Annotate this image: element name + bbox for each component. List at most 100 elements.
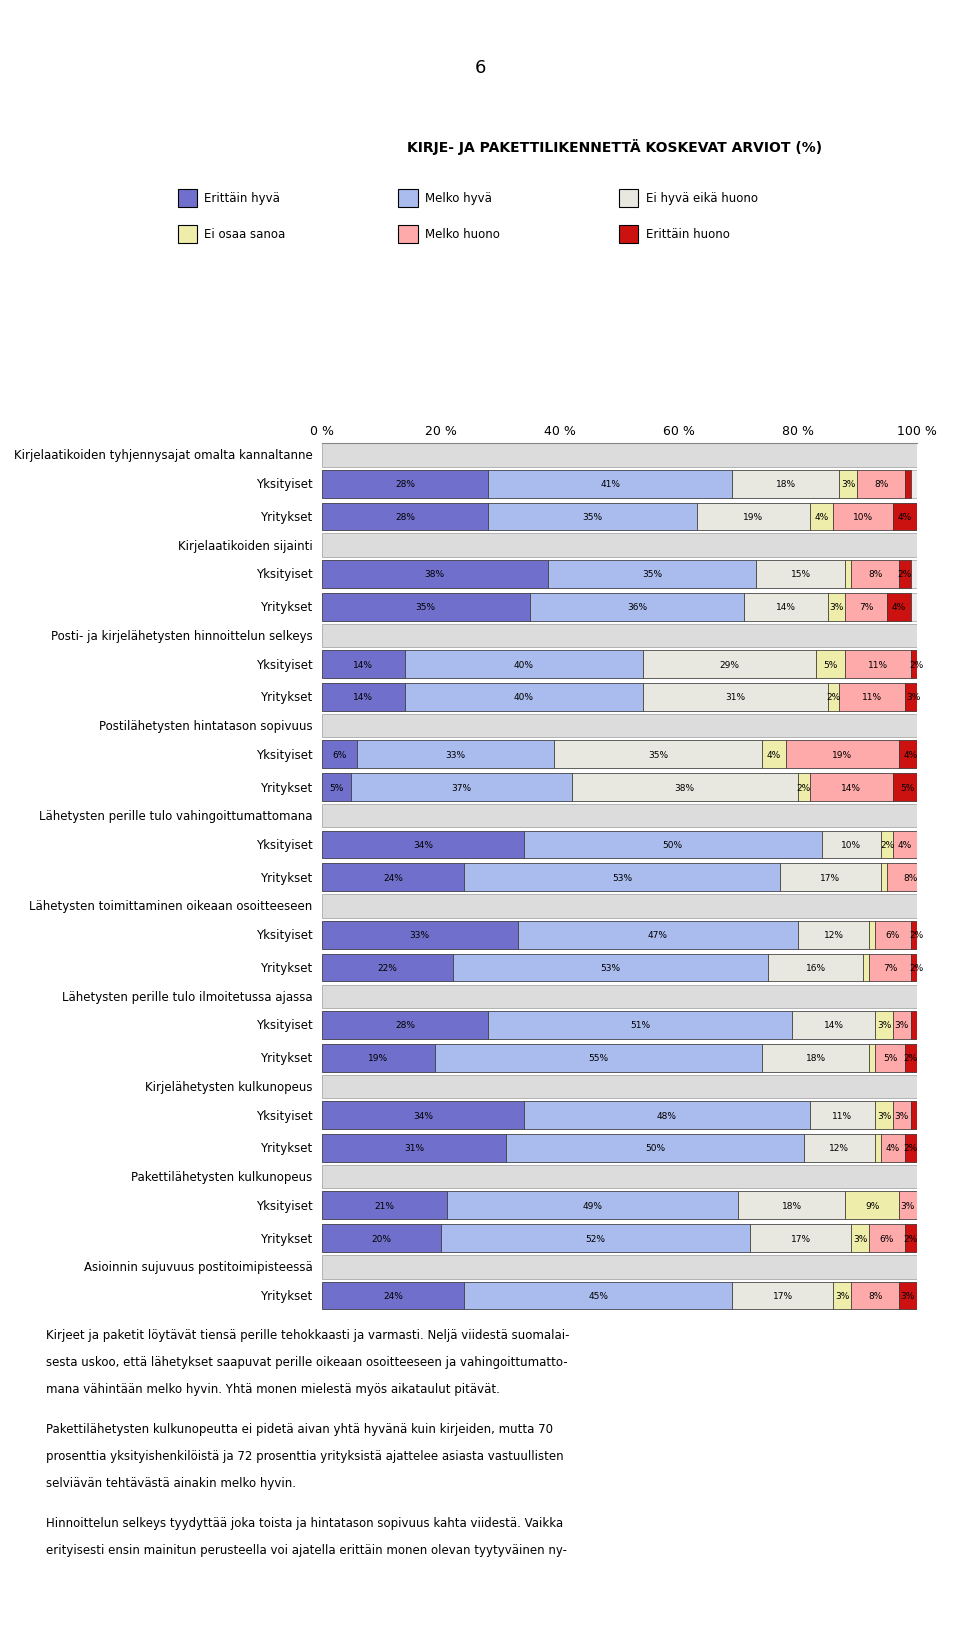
Bar xyxy=(905,683,923,711)
Text: selviävän tehtävästä ainakin melko hyvin.: selviävän tehtävästä ainakin melko hyvin… xyxy=(46,1477,296,1488)
Bar xyxy=(869,1045,876,1073)
Bar xyxy=(869,921,876,949)
Text: 31%: 31% xyxy=(725,693,745,703)
Bar xyxy=(322,1192,446,1219)
Text: 3%: 3% xyxy=(895,1112,909,1120)
Bar xyxy=(828,593,846,621)
Bar xyxy=(911,650,923,678)
Text: Yksityiset: Yksityiset xyxy=(256,1108,313,1121)
Bar xyxy=(732,1281,833,1309)
Bar xyxy=(917,831,923,859)
Text: 19%: 19% xyxy=(743,512,763,522)
Bar xyxy=(465,1281,732,1309)
Text: 22%: 22% xyxy=(377,963,397,973)
Text: Melko huono: Melko huono xyxy=(425,228,500,241)
Bar xyxy=(809,504,833,531)
Text: 15%: 15% xyxy=(791,570,811,579)
Text: 3%: 3% xyxy=(853,1234,868,1244)
Bar xyxy=(833,1281,852,1309)
Bar xyxy=(643,650,816,678)
Bar xyxy=(322,864,465,892)
Bar xyxy=(899,742,923,769)
Bar xyxy=(905,1134,917,1162)
Bar xyxy=(899,1192,917,1219)
Text: 47%: 47% xyxy=(648,931,668,939)
Bar xyxy=(322,561,548,588)
Text: 2%: 2% xyxy=(903,1144,918,1152)
Text: 6%: 6% xyxy=(332,750,347,760)
Text: 28%: 28% xyxy=(395,479,415,489)
Bar xyxy=(405,683,643,711)
Bar xyxy=(852,561,899,588)
Bar xyxy=(881,864,887,892)
Bar xyxy=(322,650,405,678)
Text: sesta uskoo, että lähetykset saapuvat perille oikeaan osoitteeseen ja vahingoitt: sesta uskoo, että lähetykset saapuvat pe… xyxy=(46,1356,567,1368)
Bar xyxy=(869,954,911,981)
Bar xyxy=(322,1165,917,1188)
Bar xyxy=(905,1224,917,1252)
Bar xyxy=(506,1134,804,1162)
Text: 2%: 2% xyxy=(797,782,811,792)
Bar xyxy=(863,954,869,981)
Text: 2%: 2% xyxy=(910,660,924,670)
Text: 8%: 8% xyxy=(868,570,882,579)
Bar xyxy=(887,864,935,892)
Text: 40%: 40% xyxy=(514,660,534,670)
Text: 34%: 34% xyxy=(413,1112,433,1120)
Text: 11%: 11% xyxy=(832,1112,852,1120)
Text: 34%: 34% xyxy=(413,841,433,849)
Bar xyxy=(465,864,780,892)
Bar xyxy=(852,1224,869,1252)
Bar xyxy=(756,561,846,588)
Bar xyxy=(876,921,911,949)
Bar xyxy=(571,774,798,802)
Text: Yksityiset: Yksityiset xyxy=(256,929,313,942)
Text: Kirjelähetysten kulkunopeus: Kirjelähetysten kulkunopeus xyxy=(145,1081,313,1094)
Text: 3%: 3% xyxy=(829,603,844,611)
Text: 37%: 37% xyxy=(451,782,471,792)
Bar xyxy=(846,593,887,621)
Text: Yritykset: Yritykset xyxy=(260,510,313,523)
Bar xyxy=(518,921,798,949)
Text: Yksityiset: Yksityiset xyxy=(256,567,313,580)
Bar xyxy=(322,593,917,621)
Bar xyxy=(322,714,917,738)
Text: Pakettilähetysten kulkunopeutta ei pidetä aivan yhtä hyvänä kuin kirjeiden, mutt: Pakettilähetysten kulkunopeutta ei pidet… xyxy=(46,1421,553,1434)
Text: 35%: 35% xyxy=(642,570,662,579)
Text: Kirjeet ja paketit löytävät tiensä perille tehokkaasti ja varmasti. Neljä viides: Kirjeet ja paketit löytävät tiensä peril… xyxy=(46,1328,569,1341)
Text: 3%: 3% xyxy=(841,479,855,489)
Bar xyxy=(489,1011,792,1040)
Bar xyxy=(852,1281,899,1309)
Bar xyxy=(322,1011,489,1040)
Text: Kirjelaatikoiden sijainti: Kirjelaatikoiden sijainti xyxy=(178,540,313,553)
Bar xyxy=(876,1045,905,1073)
Bar xyxy=(357,742,554,769)
Text: 2%: 2% xyxy=(903,1234,918,1244)
Text: 5%: 5% xyxy=(329,782,344,792)
Bar xyxy=(911,921,923,949)
Bar xyxy=(839,683,905,711)
Text: 2%: 2% xyxy=(880,841,894,849)
Text: 19%: 19% xyxy=(832,750,852,760)
Text: 3%: 3% xyxy=(835,1291,850,1301)
Bar xyxy=(857,471,905,499)
Text: 21%: 21% xyxy=(374,1201,395,1209)
Text: Ei hyvä eikä huono: Ei hyvä eikä huono xyxy=(646,192,758,205)
Bar xyxy=(899,1281,917,1309)
Bar xyxy=(322,1134,506,1162)
Text: 6: 6 xyxy=(474,59,486,77)
Bar xyxy=(322,1045,435,1073)
Text: 8%: 8% xyxy=(874,479,888,489)
Bar xyxy=(322,805,917,828)
Text: 19%: 19% xyxy=(368,1053,388,1063)
Text: Erittäin hyvä: Erittäin hyvä xyxy=(204,192,280,205)
Bar xyxy=(322,921,518,949)
Bar xyxy=(893,1011,911,1040)
Bar xyxy=(405,650,643,678)
Bar xyxy=(351,774,571,802)
Text: Postilähetysten hintatason sopivuus: Postilähetysten hintatason sopivuus xyxy=(99,719,313,732)
Text: 3%: 3% xyxy=(906,693,921,703)
Bar xyxy=(322,1255,917,1280)
Bar xyxy=(322,683,405,711)
Text: 31%: 31% xyxy=(404,1144,424,1152)
